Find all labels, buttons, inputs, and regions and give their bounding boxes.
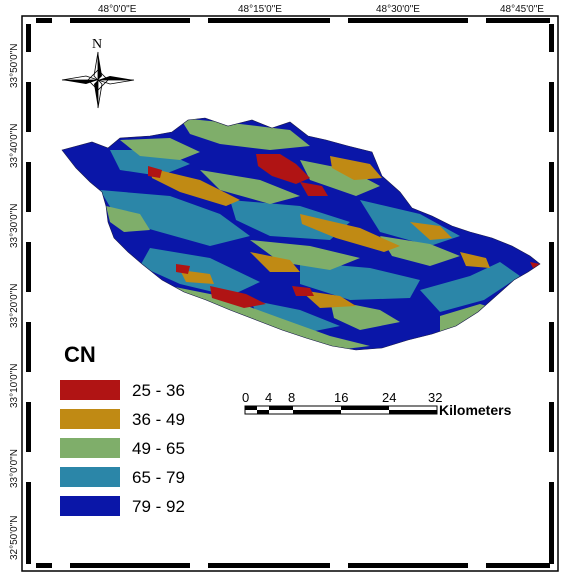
legend-swatch-49-65 (60, 438, 120, 458)
basin-outline (61, 117, 541, 351)
left-label-3: 33°30'0"N (9, 204, 20, 249)
left-border-ticks (26, 24, 31, 564)
legend-title: CN (64, 342, 96, 367)
legend-swatch-65-79 (60, 467, 120, 487)
left-label-2: 33°40'0"N (9, 124, 20, 169)
top-label-1: 48°0'0"E (98, 4, 137, 15)
legend-swatch-25-36 (60, 380, 120, 400)
legend-label-65-79: 65 - 79 (132, 468, 185, 487)
north-label: N (92, 37, 102, 52)
left-label-4: 33°20'0"N (9, 284, 20, 329)
scale-unit-label: Kilometers (439, 402, 512, 418)
legend-label-36-49: 36 - 49 (132, 410, 185, 429)
legend-label-79-92: 79 - 92 (132, 497, 185, 516)
scale-tick-0: 0 (242, 390, 249, 405)
right-border-ticks (549, 24, 554, 564)
cn-class-36-49-areas (150, 156, 490, 308)
legend-swatch-79-92 (60, 496, 120, 516)
left-label-7: 32°50'0"N (9, 516, 20, 561)
left-label-1: 33°50'0"N (9, 44, 20, 89)
north-arrow: N (61, 37, 135, 109)
scale-tick-32: 32 (428, 390, 442, 405)
legend-label-49-65: 49 - 65 (132, 439, 185, 458)
legend-label-25-36: 25 - 36 (132, 381, 185, 400)
top-label-3: 48°30'0"E (376, 4, 420, 15)
top-border-ticks (36, 18, 550, 23)
scale-tick-24: 24 (382, 390, 396, 405)
cn-class-25-36-areas (148, 154, 540, 308)
left-label-5: 33°10'0"N (9, 364, 20, 409)
top-label-2: 48°15'0"E (238, 4, 282, 15)
left-label-6: 33°0'0"N (9, 449, 20, 488)
scale-tick-16: 16 (334, 390, 348, 405)
legend: CN 25 - 36 36 - 49 49 - 65 65 - 79 79 - … (60, 342, 185, 516)
top-label-4: 48°45'0"E (500, 4, 544, 15)
bottom-border-ticks (36, 563, 550, 568)
legend-swatch-36-49 (60, 409, 120, 429)
scale-bar: 0 4 8 16 24 32 Kilometers (242, 390, 512, 418)
scale-tick-4: 4 (265, 390, 272, 405)
scale-tick-8: 8 (288, 390, 295, 405)
